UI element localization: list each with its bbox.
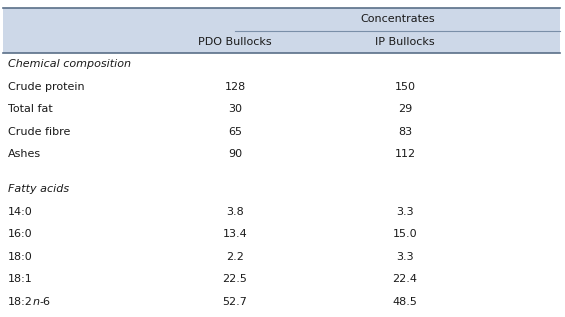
Text: 18:1: 18:1 [8, 274, 33, 284]
Text: 16:0: 16:0 [8, 229, 33, 239]
Text: 14:0: 14:0 [8, 207, 33, 217]
Text: PDO Bullocks: PDO Bullocks [198, 37, 272, 47]
Text: 48.5: 48.5 [393, 297, 418, 307]
Text: Chemical composition: Chemical composition [8, 59, 131, 69]
Text: Fatty acids: Fatty acids [8, 184, 69, 194]
Text: 13.4: 13.4 [223, 229, 247, 239]
Text: 2.2: 2.2 [226, 252, 244, 262]
Text: 3.3: 3.3 [396, 207, 414, 217]
Text: 52.7: 52.7 [223, 297, 247, 307]
Text: 22.5: 22.5 [223, 274, 247, 284]
Text: 22.4: 22.4 [393, 274, 418, 284]
Text: -6: -6 [39, 297, 50, 307]
Text: 3.8: 3.8 [226, 207, 244, 217]
Text: 3.3: 3.3 [396, 252, 414, 262]
Text: 112: 112 [394, 149, 416, 159]
Bar [235, 8, 560, 30]
Text: Concentrates: Concentrates [360, 14, 435, 24]
Text: Crude protein: Crude protein [8, 82, 85, 92]
Text: 29: 29 [398, 104, 412, 114]
Text: 18:0: 18:0 [8, 252, 33, 262]
Bar [3, 30, 560, 53]
Text: Total fat: Total fat [8, 104, 53, 114]
Text: 150: 150 [394, 82, 415, 92]
Text: 18:2: 18:2 [8, 297, 33, 307]
Text: 128: 128 [224, 82, 246, 92]
Text: 90: 90 [228, 149, 242, 159]
Bar [3, 8, 235, 30]
Text: 65: 65 [228, 127, 242, 137]
Text: 83: 83 [398, 127, 412, 137]
Text: Ashes: Ashes [8, 149, 41, 159]
Text: IP Bullocks: IP Bullocks [375, 37, 435, 47]
Text: Crude fibre: Crude fibre [8, 127, 71, 137]
Text: 30: 30 [228, 104, 242, 114]
Text: 15.0: 15.0 [393, 229, 418, 239]
Text: n: n [33, 297, 40, 307]
